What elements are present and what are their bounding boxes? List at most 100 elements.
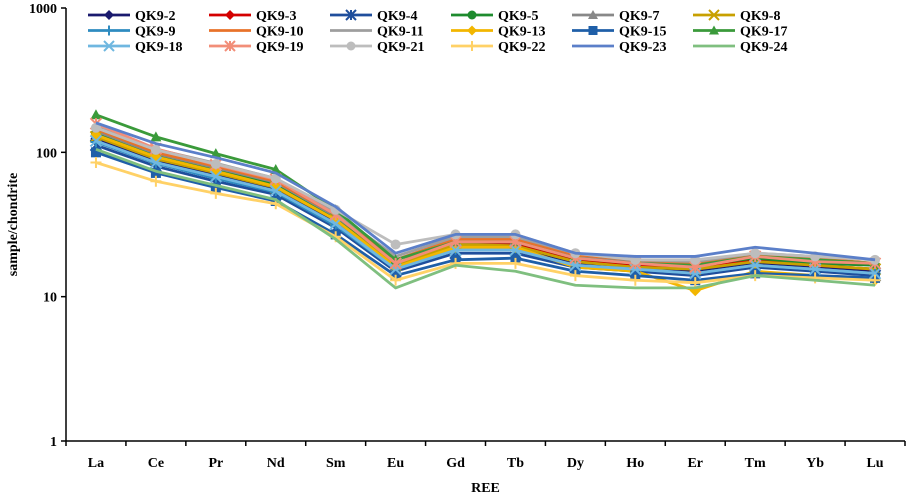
legend-item-qk9-15: QK9-15: [572, 25, 666, 40]
data-point-qk9-19-eu: [389, 257, 402, 270]
legend-label: QK9-24: [740, 40, 787, 55]
legend-item-qk9-24: QK9-24: [693, 40, 787, 55]
legend-marker: [345, 9, 357, 21]
series-line-qk9-10: [95, 127, 876, 265]
legend-marker: [467, 10, 477, 20]
legend-marker: [104, 10, 114, 20]
y-tick-labels: 1 10 100 1000: [29, 2, 66, 450]
data-point-qk9-21-tm: [750, 248, 761, 259]
legend-item-qk9-19: QK9-19: [209, 40, 303, 55]
x-tick-label-tm: Tm: [745, 456, 766, 471]
legend-item-qk9-2: QK9-2: [88, 9, 175, 24]
legend-item-qk9-8: QK9-8: [693, 9, 780, 24]
legend-label: QK9-13: [498, 25, 545, 40]
legend-label: QK9-4: [377, 9, 417, 24]
data-point-qk9-18-lu: [868, 267, 882, 280]
x-tick-labels: La Ce Pr Nd Sm Eu Gd Tb Dy Ho Er Tm Yb Lu: [65, 441, 906, 471]
x-tick-label-yb: Yb: [806, 456, 824, 471]
x-tick-label-ce: Ce: [148, 456, 164, 471]
data-point-qk9-22-ce: [150, 175, 162, 187]
series-qk9-13: [90, 129, 881, 297]
series-qk9-24: [95, 147, 876, 290]
legend-label: QK9-10: [256, 25, 303, 40]
data-point-qk9-22-tb: [509, 257, 521, 269]
legend-marker: [346, 41, 356, 51]
data-point-qk9-21-eu: [390, 239, 401, 250]
legend-label: QK9-11: [377, 25, 424, 40]
data-point-qk9-22-eu: [390, 274, 402, 286]
data-point-qk9-18-sm: [329, 217, 342, 230]
data-point-qk9-21-la: [90, 122, 101, 133]
series-qk9-23: [95, 121, 876, 262]
legend-item-qk9-10: QK9-10: [209, 25, 303, 40]
legend-item-qk9-17: QK9-17: [693, 25, 787, 40]
data-point-qk9-18-tm: [748, 259, 762, 272]
legend-label: QK9-2: [135, 9, 175, 24]
series-line-qk9-23: [95, 121, 876, 262]
legend-item-qk9-13: QK9-13: [451, 25, 545, 40]
data-point-qk9-18-eu: [389, 262, 402, 276]
y-tick-label: 1: [50, 435, 57, 450]
series-line-qk9-18: [95, 139, 876, 275]
legend-item-qk9-22: QK9-22: [451, 40, 545, 55]
legend-label: QK9-17: [740, 25, 787, 40]
legend-item-qk9-3: QK9-3: [209, 9, 296, 24]
legend-label: QK9-21: [377, 40, 424, 55]
x-axis-label: REE: [471, 481, 500, 496]
data-point-qk9-18-la: [89, 134, 103, 148]
data-point-qk9-15-ce: [150, 167, 161, 178]
data-point-qk9-22-dy: [569, 270, 581, 282]
legend-label: QK9-19: [256, 40, 303, 55]
data-point-qk9-18-nd: [269, 184, 282, 198]
legend-label: QK9-15: [619, 25, 666, 40]
legend-label: QK9-5: [498, 9, 538, 24]
data-point-qk9-18-pr: [209, 170, 223, 183]
x-tick-label-la: La: [88, 456, 104, 471]
data-point-qk9-22-la: [90, 157, 102, 169]
data-point-qk9-18-ce: [149, 156, 163, 169]
x-tick-label-eu: Eu: [387, 456, 404, 471]
legend-marker: [224, 40, 236, 52]
legend-marker: [588, 10, 598, 19]
data-point-qk9-21-pr: [210, 159, 221, 170]
x-tick-label-pr: Pr: [208, 456, 223, 471]
series-line-qk9-8: [95, 135, 876, 271]
y-tick-label: 1000: [29, 2, 57, 17]
legend-label: QK9-18: [135, 40, 182, 55]
data-point-qk9-22-gd: [450, 257, 462, 269]
series-qk9-18: [89, 134, 882, 280]
x-tick-label-dy: Dy: [567, 456, 584, 471]
series-line-qk9-24: [95, 147, 876, 290]
series-line-qk9-15: [95, 151, 876, 282]
legend-marker: [709, 25, 719, 35]
data-point-qk9-18-ho: [629, 262, 642, 276]
legend-item-qk9-7: QK9-7: [572, 9, 659, 24]
legend-marker: [103, 40, 115, 52]
legend-item-qk9-5: QK9-5: [451, 9, 538, 24]
x-tick-label-tb: Tb: [507, 456, 524, 471]
data-point-qk9-21-ce: [150, 144, 161, 155]
legend-marker: [708, 9, 720, 21]
x-tick-label-sm: Sm: [326, 456, 346, 471]
y-tick-label: 10: [43, 291, 57, 306]
legend-marker: [225, 10, 235, 20]
legend-label: QK9-8: [740, 9, 780, 24]
legend-label: QK9-7: [619, 9, 659, 24]
x-tick-label-er: Er: [687, 456, 703, 471]
data-point-qk9-17-la: [90, 109, 102, 120]
legend-item-qk9-23: QK9-23: [572, 40, 666, 55]
data-point-qk9-15-la: [90, 147, 101, 158]
legend-item-qk9-9: QK9-9: [88, 25, 175, 40]
axes: [65, 8, 905, 442]
x-tick-label-lu: Lu: [866, 456, 883, 471]
legend-label: QK9-23: [619, 40, 666, 55]
data-point-qk9-22-er: [689, 277, 701, 289]
legend-marker: [104, 25, 114, 36]
y-tick-label: 100: [36, 146, 57, 161]
legend-item-qk9-4: QK9-4: [330, 9, 417, 24]
legend-marker: [588, 26, 598, 35]
x-tick-label-nd: Nd: [267, 456, 285, 471]
data-point-qk9-22-ho: [629, 274, 641, 286]
